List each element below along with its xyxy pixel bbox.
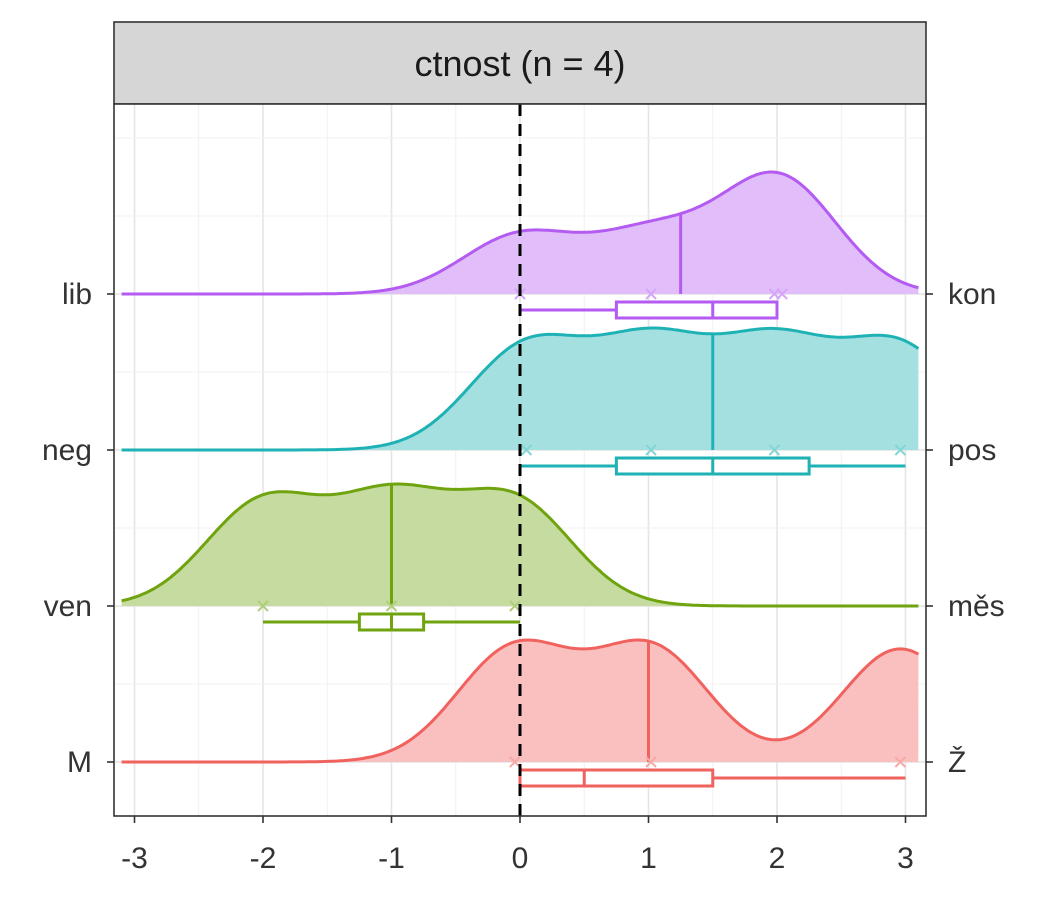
x-tick-label: -2 <box>250 842 277 875</box>
raw-point <box>645 444 657 456</box>
y-label-left: lib <box>62 278 92 311</box>
raw-point <box>645 756 657 768</box>
x-tick-label: -3 <box>121 842 148 875</box>
box-iqr <box>518 768 715 788</box>
axes: -3 -2 -1 0 1 2 3 lib kon neg pos ven měs M Ž <box>42 278 1005 875</box>
raw-point <box>385 600 398 612</box>
density-line <box>121 638 920 764</box>
x-tick-label: -1 <box>378 842 405 875</box>
raw-point <box>768 444 781 456</box>
raw-point <box>776 288 788 300</box>
raw-point <box>894 444 907 456</box>
y-label-left: ven <box>44 590 92 623</box>
x-tick-label: 0 <box>512 842 529 875</box>
x-tick-label: 2 <box>769 842 786 875</box>
raw-point <box>645 288 657 300</box>
y-label-left: neg <box>42 434 92 467</box>
facet-title: ctnost (n = 4) <box>414 43 625 84</box>
x-tick-label: 1 <box>640 842 657 875</box>
density-fill <box>121 640 919 762</box>
x-tick-label: 3 <box>897 842 914 875</box>
y-label-right: pos <box>948 434 996 467</box>
y-label-right: měs <box>948 590 1005 623</box>
raw-point <box>520 444 533 456</box>
raw-point <box>509 756 521 768</box>
raw-point <box>509 600 521 612</box>
density-line <box>121 326 920 452</box>
raw-point <box>257 600 269 612</box>
raw-point <box>894 756 907 768</box>
y-label-right: Ž <box>948 746 966 779</box>
facet-strip <box>113 21 927 105</box>
y-label-right: kon <box>948 278 996 311</box>
ridge-M <box>121 638 920 788</box>
y-label-left: M <box>67 746 92 779</box>
box-iqr <box>614 300 779 320</box>
